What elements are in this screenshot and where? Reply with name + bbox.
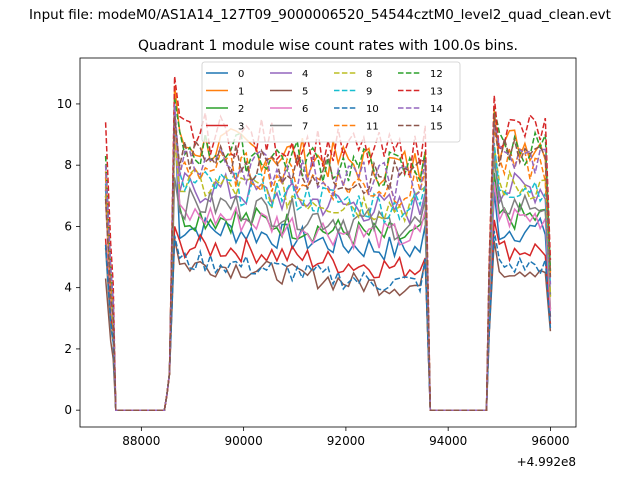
legend-label-11: 11 <box>366 122 379 133</box>
legend-label-6: 6 <box>302 104 308 115</box>
legend-label-5: 5 <box>302 87 308 98</box>
chart-title: Quadrant 1 module wise count rates with … <box>138 38 518 54</box>
legend-label-9: 9 <box>366 87 372 98</box>
legend-label-2: 2 <box>238 104 244 115</box>
y-axis: 0 2 4 6 8 10 <box>57 97 80 417</box>
legend-box <box>201 61 461 143</box>
legend-label-10: 10 <box>366 104 379 115</box>
x-axis: 88000 90000 92000 94000 96000 <box>122 427 570 448</box>
x-tick-label: 90000 <box>225 434 263 448</box>
legend-label-7: 7 <box>302 122 308 133</box>
y-tick-label: 6 <box>64 219 72 233</box>
x-tick-label: 94000 <box>429 434 467 448</box>
series-line-10 <box>104 230 552 411</box>
y-tick-label: 10 <box>57 97 72 111</box>
legend-label-1: 1 <box>238 87 244 98</box>
axes-frame <box>79 57 577 428</box>
legend-label-12: 12 <box>430 69 443 80</box>
x-tick-label: 96000 <box>531 434 569 448</box>
figure-suptitle: Input file: modeM0/AS1A14_127T09_9000006… <box>29 7 611 23</box>
y-tick-label: 4 <box>64 281 72 295</box>
y-tick-label: 2 <box>64 342 72 356</box>
y-tick-label: 8 <box>64 158 72 172</box>
series-lines <box>104 76 552 411</box>
legend-label-8: 8 <box>366 69 372 80</box>
legend-label-13: 13 <box>430 87 443 98</box>
legend-label-3: 3 <box>238 122 244 133</box>
x-tick-label: 92000 <box>327 434 365 448</box>
legend-label-0: 0 <box>238 69 244 80</box>
x-tick-label: 88000 <box>122 434 160 448</box>
series-line-15 <box>104 114 552 411</box>
x-offset-label: +4.992e8 <box>517 455 576 469</box>
legend-label-4: 4 <box>302 69 308 80</box>
legend-label-14: 14 <box>430 104 443 115</box>
legend-label-15: 15 <box>430 122 443 133</box>
y-tick-label: 0 <box>64 403 72 417</box>
